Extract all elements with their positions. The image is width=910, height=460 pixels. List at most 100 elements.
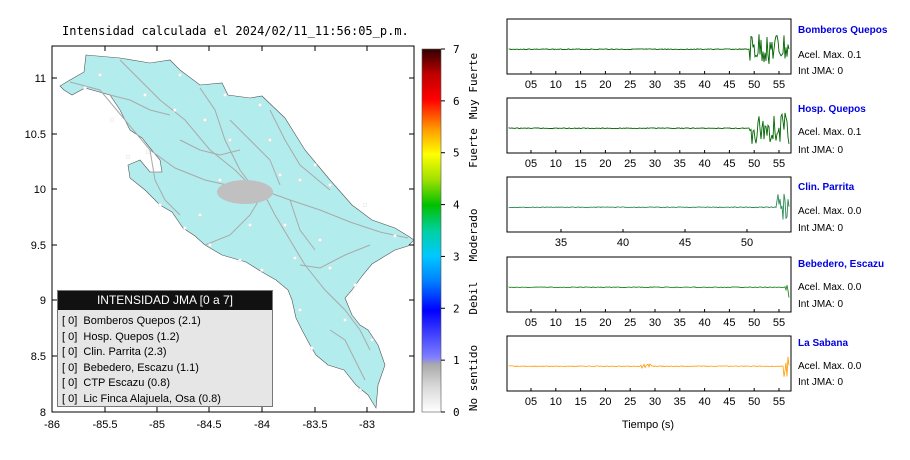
panel-tick-label: 45 — [723, 79, 735, 91]
seismogram-panel — [506, 256, 792, 313]
panel-tick-label: 05 — [525, 317, 537, 329]
x-axis-label: Tiempo (s) — [622, 419, 674, 431]
town-marker — [353, 283, 357, 287]
seismogram-panel — [506, 18, 792, 75]
panel-tick-label: 35 — [674, 317, 686, 329]
colorbar-tick-label: 4 — [453, 199, 460, 212]
town-marker — [318, 238, 322, 242]
road-line — [261, 189, 409, 239]
town-marker — [260, 268, 264, 272]
road-line — [204, 194, 263, 246]
panel-tick-label: 40 — [698, 79, 710, 91]
panel-tick-label: 20 — [599, 158, 611, 170]
panel-tick-label: 50 — [748, 317, 760, 329]
town-marker — [278, 173, 282, 177]
y-tick-label: 8.5 — [31, 351, 46, 363]
legend-entry: [ 0] Clin. Parrita (2.3) — [62, 346, 167, 358]
road-line — [109, 94, 171, 116]
panel-tick-label: 25 — [624, 158, 636, 170]
panel-tick-label: 05 — [525, 396, 537, 408]
panel-tick-label: 50 — [741, 237, 753, 249]
town-marker — [283, 223, 287, 227]
town-marker — [183, 226, 187, 230]
panel-tick-label: 55 — [773, 396, 785, 408]
seismogram-trace — [508, 34, 790, 64]
x-tick-label: -83 — [359, 419, 375, 431]
colorbar-class-label: Muy Fuerte — [467, 53, 480, 119]
station-jma: Int JMA: 0 — [798, 145, 844, 156]
town-marker — [110, 118, 114, 122]
colorbar-tick-label: 7 — [453, 43, 460, 56]
station-accel: Acel. Max. 0.1 — [798, 127, 862, 138]
panel-tick-label: 20 — [599, 317, 611, 329]
panel-tick-label: 20 — [599, 79, 611, 91]
colorbar-class-label: Moderado — [467, 209, 480, 262]
town-marker — [328, 266, 332, 270]
panel-tick-label: 40 — [698, 158, 710, 170]
panel-tick-label: 35 — [674, 158, 686, 170]
road-line — [329, 329, 366, 381]
panel-tick-label: 45 — [723, 317, 735, 329]
panel-tick-label: 35 — [674, 396, 686, 408]
town-marker — [248, 223, 252, 227]
town-marker — [268, 138, 272, 142]
panel-tick-label: 05 — [525, 158, 537, 170]
y-tick-label: 10 — [34, 184, 46, 196]
town-marker — [146, 150, 150, 154]
town-marker — [158, 203, 162, 207]
station-name: Clin. Parrita — [798, 182, 855, 193]
station-accel: Acel. Max. 0.0 — [798, 361, 862, 372]
panel-tick-label: 35 — [555, 237, 567, 249]
y-tick-label: 9 — [40, 295, 46, 307]
panel-tick-label: 45 — [723, 158, 735, 170]
panel-tick-label: 45 — [723, 396, 735, 408]
legend-entry: [ 0] Bomberos Quepos (2.1) — [62, 315, 201, 327]
town-marker — [363, 203, 367, 207]
panel-tick-label: 55 — [773, 79, 785, 91]
road-line — [269, 109, 331, 191]
station-jma: Int JMA: 0 — [798, 299, 844, 310]
panel-tick-label: 10 — [550, 79, 562, 91]
panel-tick-label: 25 — [624, 79, 636, 91]
panel-tick-label: 45 — [679, 237, 691, 249]
seismogram-trace — [508, 356, 790, 377]
panel-tick-label: 10 — [550, 396, 562, 408]
town-marker — [328, 183, 332, 187]
colorbar-tick-label: 2 — [453, 302, 460, 315]
station-name: Hosp. Quepos — [798, 104, 866, 115]
road-line — [289, 199, 316, 251]
town-marker — [298, 178, 302, 182]
panel-tick-label: 10 — [550, 158, 562, 170]
y-tick-label: 11 — [35, 73, 46, 85]
panel-tick-label: 05 — [525, 79, 537, 91]
map-title: Intensidad calculada el 2024/02/11_11:56… — [62, 24, 409, 38]
town-marker — [173, 108, 177, 112]
panel-tick-label: 25 — [624, 317, 636, 329]
road-line — [149, 149, 181, 216]
colorbar-tick-label: 6 — [453, 95, 460, 108]
station-name: Bebedero, Escazu — [798, 259, 885, 270]
town-marker — [293, 256, 297, 260]
road-line — [119, 59, 251, 186]
colorbar-class-label: No sentido — [467, 345, 480, 411]
panel-tick-label: 15 — [574, 79, 586, 91]
colorbar-tick-label: 3 — [453, 250, 460, 263]
town-marker — [218, 178, 222, 182]
panel-tick-label: 55 — [773, 158, 785, 170]
station-jma: Int JMA: 0 — [798, 223, 844, 234]
panel-tick-label: 25 — [624, 396, 636, 408]
panel-tick-label: 40 — [698, 317, 710, 329]
legend-entry: [ 0] Lic Finca Alajuela, Osa (0.8) — [62, 392, 221, 405]
panel-tick-label: 50 — [748, 396, 760, 408]
y-tick-label: 10.5 — [25, 129, 46, 141]
town-marker — [83, 86, 87, 90]
town-marker — [198, 213, 202, 217]
legend-entry: [ 0] Hosp. Quepos (1.2) — [62, 330, 180, 343]
town-marker — [98, 73, 102, 77]
x-tick-label: -84.5 — [196, 419, 221, 431]
town-marker — [358, 388, 362, 392]
road-line — [199, 87, 256, 191]
x-tick-label: -84 — [254, 419, 270, 431]
station-name: Bomberos Quepos — [798, 25, 888, 36]
colorbar-class-label: Fuerte — [467, 128, 480, 168]
